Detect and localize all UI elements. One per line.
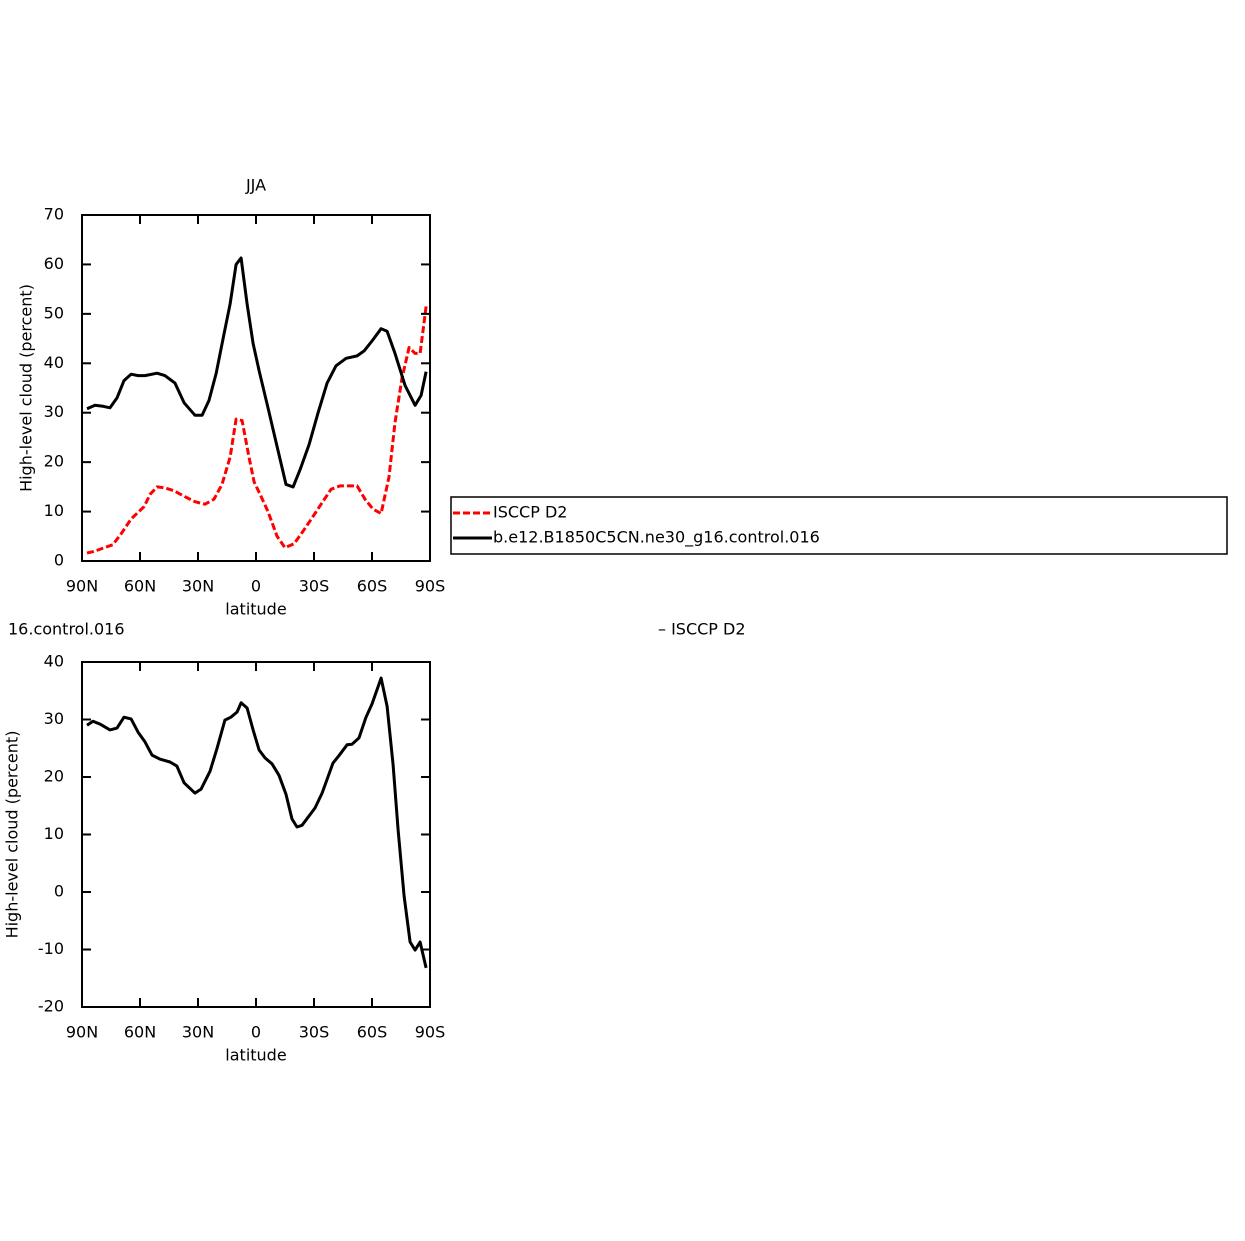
legend-label: ISCCP D2 — [493, 503, 567, 522]
x-tick-label: 60N — [124, 577, 156, 596]
x-tick-label: 0 — [251, 577, 261, 596]
x-tick-label: 90S — [415, 1023, 446, 1042]
data-line — [86, 676, 428, 969]
y-tick-label: -20 — [38, 997, 64, 1016]
y-tick-label: 50 — [44, 303, 64, 322]
y-tick-label: 40 — [44, 353, 64, 372]
plot-frame — [81, 214, 431, 562]
y-tick-label: -10 — [38, 939, 64, 958]
y-tick-label: 0 — [54, 551, 64, 570]
x-tick-label: 90S — [415, 577, 446, 596]
chart-title: – ISCCP D2 — [658, 620, 746, 639]
x-axis-label: latitude — [225, 600, 286, 619]
y-tick-label: 30 — [44, 402, 64, 421]
x-tick-label: 30N — [182, 1023, 214, 1042]
y-tick-label: 40 — [44, 652, 64, 671]
plot-frame — [81, 661, 431, 1008]
y-tick-label: 30 — [44, 709, 64, 728]
x-axis-label: latitude — [225, 1046, 286, 1065]
x-tick-label: 90N — [66, 1023, 98, 1042]
y-tick-label: 70 — [44, 205, 64, 224]
data-line — [86, 306, 428, 555]
data-line — [86, 256, 428, 489]
legend-label: b.e12.B1850C5CN.ne30_g16.control.016 — [493, 528, 820, 548]
y-tick-label: 0 — [54, 882, 64, 901]
x-tick-label: 30S — [299, 1023, 330, 1042]
legend-box — [450, 496, 1228, 555]
x-tick-label: 90N — [66, 577, 98, 596]
y-tick-label: 10 — [44, 501, 64, 520]
y-tick-label: 20 — [44, 452, 64, 471]
y-axis-label: High-level cloud (percent) — [3, 731, 22, 939]
y-tick-label: 60 — [44, 254, 64, 273]
y-tick-label: 10 — [44, 824, 64, 843]
x-tick-label: 30N — [182, 577, 214, 596]
x-tick-label: 60S — [357, 577, 388, 596]
x-tick-label: 60N — [124, 1023, 156, 1042]
x-tick-label: 0 — [251, 1023, 261, 1042]
y-tick-label: 20 — [44, 767, 64, 786]
y-axis-label: High-level cloud (percent) — [17, 284, 36, 492]
x-tick-label: 60S — [357, 1023, 388, 1042]
chart-title: 16.control.016 — [8, 620, 125, 639]
chart-title: JJA — [245, 176, 266, 195]
x-tick-label: 30S — [299, 577, 330, 596]
